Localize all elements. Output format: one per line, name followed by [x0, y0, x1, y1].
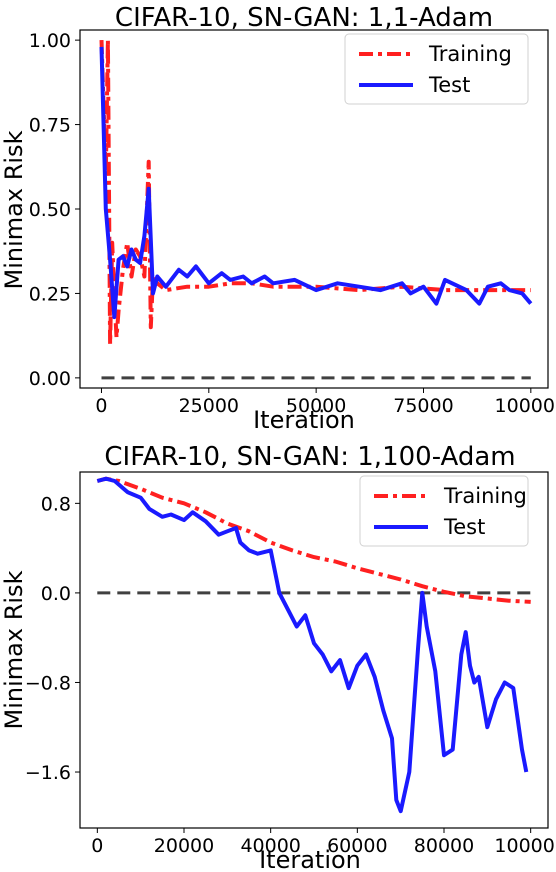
- chart-panel-bottom: CIFAR-10, SN-GAN: 1,100-Adam Minimax Ris…: [0, 442, 556, 872]
- y-tick-label: 1.00: [29, 30, 71, 52]
- x-tick-label: 0: [91, 835, 103, 857]
- x-tick-label: 20000: [154, 835, 214, 857]
- y-tick-label: 0.8: [41, 493, 71, 515]
- chart-title-bottom: CIFAR-10, SN-GAN: 1,100-Adam: [104, 442, 515, 472]
- y-tick-label: 0.25: [29, 283, 71, 305]
- x-tick-label: 0: [95, 395, 107, 417]
- y-axis-label-bottom: Minimax Risk: [0, 570, 28, 729]
- x-tick-label: 40000: [240, 835, 300, 857]
- y-tick-label: −1.6: [25, 762, 71, 784]
- x-tick-label: 50000: [286, 395, 346, 417]
- plot-frame: [79, 471, 549, 829]
- y-tick-label: 0.0: [41, 583, 71, 605]
- x-tick-label: 75000: [393, 395, 453, 417]
- y-tick-label: 0.50: [29, 199, 71, 221]
- legend: Training Test: [344, 33, 529, 105]
- x-tick-label: 80000: [414, 835, 474, 857]
- y-tick-label: 0.00: [29, 368, 71, 390]
- series-line-training: [96, 476, 531, 604]
- legend: Training Test: [359, 475, 529, 547]
- series-line-test: [99, 46, 533, 320]
- x-axis-label-bottom: Iteration: [259, 846, 361, 872]
- y-tick-label: 0.75: [29, 115, 71, 137]
- chart-title-top: CIFAR-10, SN-GAN: 1,1-Adam: [115, 3, 493, 33]
- y-axis-label-top: Minimax Risk: [0, 130, 28, 289]
- legend-label-training: Training: [443, 484, 527, 508]
- legend-label-test: Test: [443, 515, 485, 539]
- chart-panel-top: CIFAR-10, SN-GAN: 1,1-Adam Minimax Risk …: [0, 3, 556, 434]
- x-tick-label: 25000: [179, 395, 239, 417]
- y-tick-label: −0.8: [25, 672, 71, 694]
- legend-label-test: Test: [428, 73, 470, 97]
- legend-label-training: Training: [428, 42, 512, 66]
- series-line-test: [96, 476, 529, 814]
- x-axis-label-top: Iteration: [253, 406, 355, 434]
- x-tick-label: 60000: [327, 835, 387, 857]
